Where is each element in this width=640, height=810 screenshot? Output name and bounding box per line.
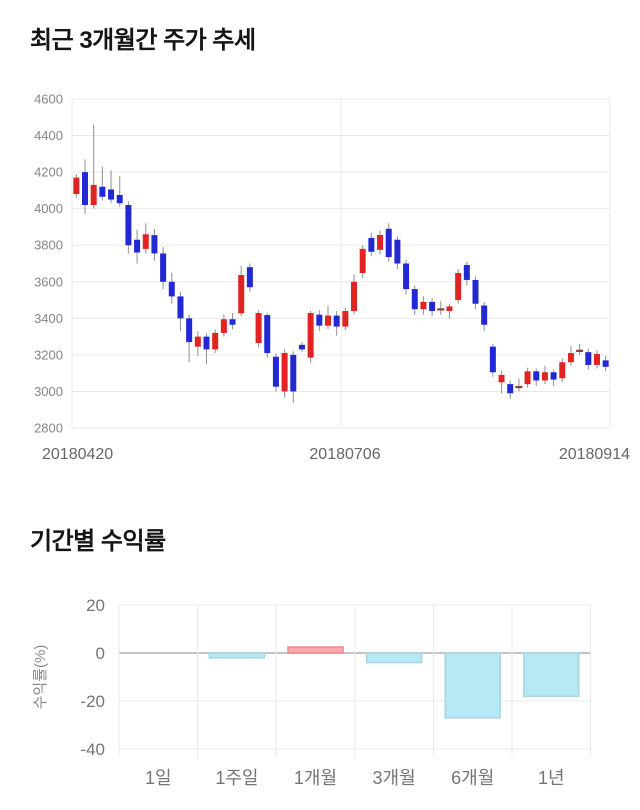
candle-body xyxy=(481,305,488,325)
candle-body xyxy=(559,362,566,379)
candle-body xyxy=(550,372,557,380)
returns-category-label: 1주일 xyxy=(215,768,258,788)
price-x-tick-label: 20180420 xyxy=(42,446,113,463)
candle-body xyxy=(585,352,592,365)
returns-chart-title: 기간별 수익률 xyxy=(30,528,166,555)
candle-body xyxy=(515,385,523,389)
candle-body xyxy=(90,184,97,206)
candle-body xyxy=(160,253,167,282)
candle-body xyxy=(437,308,445,311)
candle-body xyxy=(394,239,401,264)
candle-body xyxy=(333,315,340,327)
candle-body xyxy=(533,371,540,381)
candle-body xyxy=(455,273,462,301)
candle-body xyxy=(177,296,184,319)
candle-body xyxy=(507,384,514,394)
returns-bar xyxy=(287,646,344,654)
returns-bar xyxy=(365,652,423,664)
candle-body xyxy=(472,279,479,304)
candle-body xyxy=(142,234,149,249)
candle-body xyxy=(541,372,548,381)
candle-body xyxy=(125,205,132,246)
candle-body xyxy=(420,301,427,310)
candle-body xyxy=(307,313,314,358)
candle-body xyxy=(151,235,158,254)
candle-body xyxy=(463,264,470,280)
returns-category-label: 3개월 xyxy=(373,768,416,788)
candle-body xyxy=(446,306,453,312)
candle-body xyxy=(385,228,392,258)
candle-body xyxy=(593,353,600,365)
price-x-tick-label: 20180914 xyxy=(559,446,630,463)
price-y-tick-label: 3800 xyxy=(34,238,63,253)
candle-body xyxy=(194,336,201,347)
returns-bar xyxy=(208,652,266,659)
price-y-tick-label: 3600 xyxy=(34,274,63,289)
candle-body xyxy=(203,336,210,350)
returns-bar xyxy=(523,652,580,697)
candle-body xyxy=(298,344,305,350)
candle-body xyxy=(264,315,271,354)
price-y-tick-label: 2800 xyxy=(34,421,63,436)
candle-body xyxy=(368,237,375,252)
candle-body xyxy=(99,186,106,197)
candle-body xyxy=(342,311,349,327)
candle-body xyxy=(116,194,123,204)
candle-body xyxy=(316,314,323,326)
returns-bar xyxy=(444,652,501,719)
candle-body xyxy=(498,374,505,383)
candle-body xyxy=(429,301,436,312)
returns-category-label: 6개월 xyxy=(451,768,494,788)
candle-body xyxy=(324,315,331,326)
price-y-tick-label: 3200 xyxy=(34,347,63,362)
candle-body xyxy=(186,318,193,343)
candle-body xyxy=(576,349,584,352)
price-y-tick-label: 3400 xyxy=(34,311,63,326)
candle-body xyxy=(359,248,366,274)
candle-body xyxy=(411,289,418,310)
candle-body xyxy=(212,332,219,350)
price-chart-title: 최근 3개월간 주가 추세 xyxy=(30,27,256,54)
candle-body xyxy=(524,371,531,385)
returns-y-tick-label: -40 xyxy=(80,740,105,759)
returns-category-label: 1일 xyxy=(145,768,172,788)
candle-body xyxy=(377,234,384,250)
candle-body xyxy=(238,275,245,314)
candle-body xyxy=(134,239,141,253)
returns-y-tick-label: 0 xyxy=(96,644,105,663)
returns-category-label: 1년 xyxy=(538,768,565,788)
candle-body xyxy=(351,281,358,312)
candle-body xyxy=(246,267,253,288)
candle-body xyxy=(255,313,262,344)
candle-body xyxy=(229,319,236,325)
candle-body xyxy=(272,356,279,387)
returns-category-label: 1개월 xyxy=(294,768,337,788)
price-y-tick-label: 4600 xyxy=(34,92,63,107)
candle-body xyxy=(403,263,410,290)
candle-body xyxy=(567,353,574,363)
price-y-tick-label: 3000 xyxy=(34,384,63,399)
candle-body xyxy=(281,353,288,392)
candle-body xyxy=(82,172,89,206)
candle-body xyxy=(220,319,227,333)
returns-y-tick-label: -20 xyxy=(80,692,105,711)
returns-y-tick-label: 20 xyxy=(86,596,105,615)
candle-body xyxy=(602,360,609,367)
price-x-tick-label: 20180706 xyxy=(309,446,380,463)
candle-body xyxy=(73,177,80,195)
candle-body xyxy=(168,281,175,297)
candle-body xyxy=(489,346,496,373)
candle-body xyxy=(290,354,297,392)
price-y-tick-label: 4400 xyxy=(34,128,63,143)
price-y-tick-label: 4200 xyxy=(34,165,63,180)
candle-body xyxy=(108,189,115,200)
price-y-tick-label: 4000 xyxy=(34,201,63,216)
